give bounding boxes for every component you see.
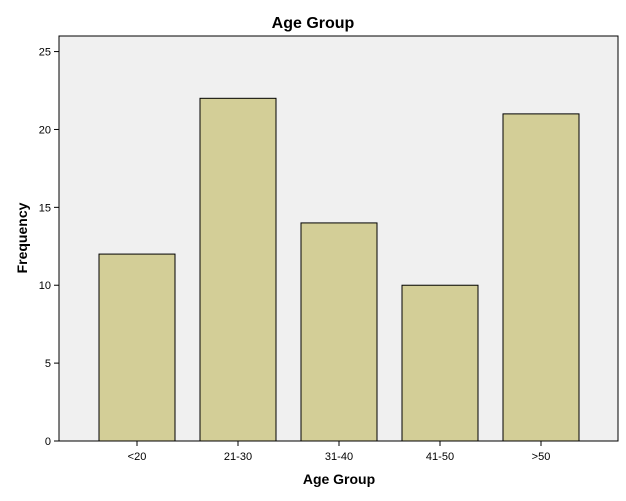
bars: [98, 97, 580, 442]
y-axis-label: Frequency: [14, 202, 30, 273]
x-axis-label: Age Group: [303, 471, 375, 487]
y-tick-label: 25: [39, 47, 51, 59]
x-tick-label: >50: [532, 451, 551, 463]
x-tick-label: 31-40: [325, 451, 353, 463]
y-tick-label: 10: [39, 280, 51, 292]
x-axis: <20 21-30 31-40 41-50 >50: [128, 441, 551, 463]
x-tick-label: <20: [128, 451, 147, 463]
bar-3: [300, 222, 378, 442]
y-tick-label: 20: [39, 124, 51, 136]
chart-title: Age Group: [272, 15, 355, 32]
bar-4: [401, 284, 479, 442]
x-tick-label: 41-50: [426, 451, 454, 463]
bar-1: [98, 253, 176, 442]
bar-5: [502, 113, 580, 442]
y-tick-label: 5: [45, 358, 51, 370]
y-axis: 0 5 10 15 20 25: [39, 47, 59, 448]
bar-2: [199, 97, 277, 442]
y-tick-label: 0: [45, 436, 51, 448]
x-tick-label: 21-30: [224, 451, 252, 463]
y-tick-label: 15: [39, 202, 51, 214]
